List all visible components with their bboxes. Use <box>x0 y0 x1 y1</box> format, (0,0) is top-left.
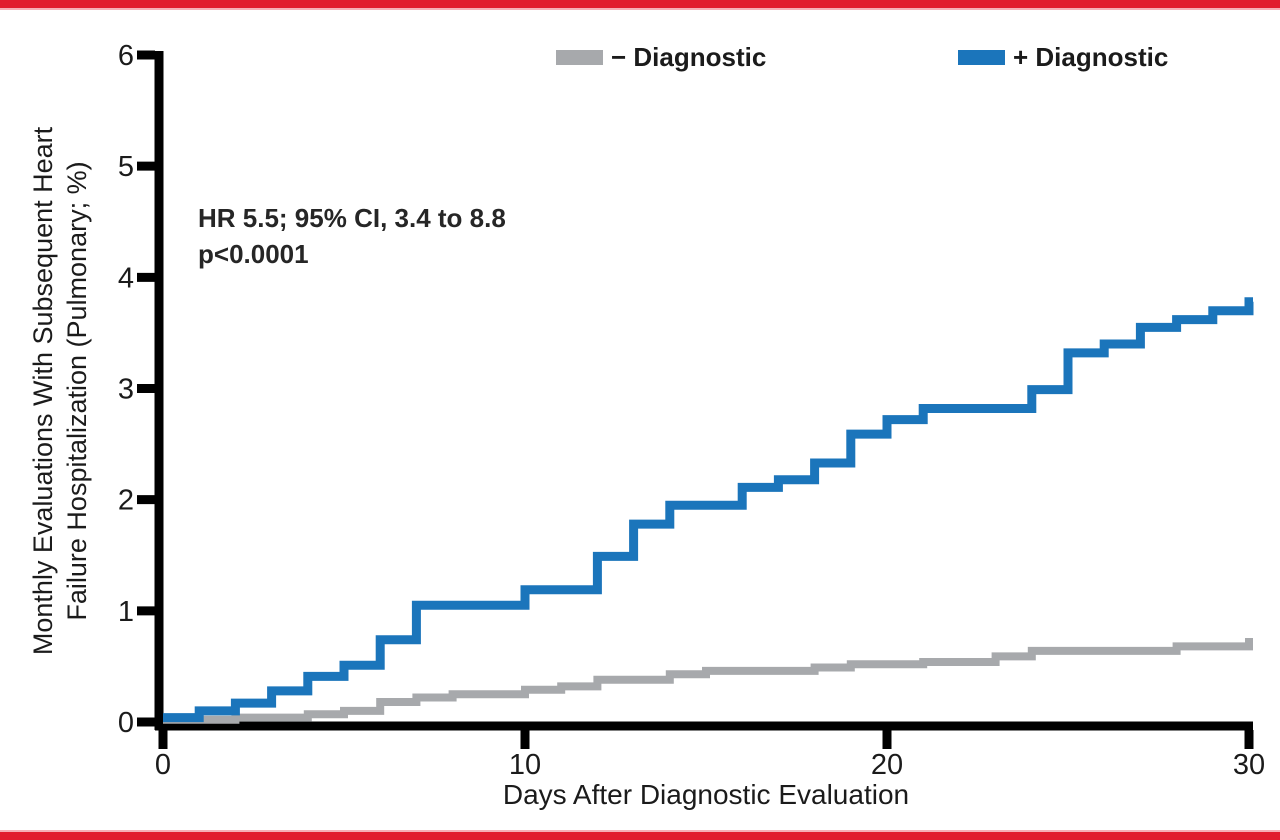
legend-entry-plus-diagnostic: + Diagnostic <box>958 42 1168 73</box>
p-value-text: p<0.0001 <box>198 239 309 269</box>
x-tick-label: 0 <box>155 749 171 781</box>
y-axis-title-line2: Failure Hospitalization (Pulmonary; %) <box>62 161 92 621</box>
y-tick-label: 3 <box>118 374 134 406</box>
y-tick-label: 0 <box>118 707 134 739</box>
top-red-border <box>0 0 1280 8</box>
legend-entry-minus-diagnostic: − Diagnostic <box>556 42 766 73</box>
top-red-border-fade <box>0 8 1280 10</box>
series-line-minus-diagnostic <box>163 638 1253 724</box>
y-tick-label: 2 <box>118 485 134 517</box>
hazard-ratio-text: HR 5.5; 95% CI, 3.4 to 8.8 <box>198 203 506 233</box>
bottom-red-border-fade <box>0 830 1280 832</box>
bottom-red-border <box>0 832 1280 840</box>
y-axis-title-line1: Monthly Evaluations With Subsequent Hear… <box>28 126 58 656</box>
legend-label-minus-diagnostic: − Diagnostic <box>611 42 767 72</box>
series-line-plus-diagnostic <box>163 297 1254 723</box>
x-tick-label: 20 <box>871 749 903 781</box>
legend-swatch-minus-diagnostic <box>556 50 603 65</box>
y-tick-label: 4 <box>118 262 134 294</box>
y-tick-label: 5 <box>118 151 134 183</box>
x-tick-label: 10 <box>509 749 541 781</box>
x-tick-label: 30 <box>1233 749 1265 781</box>
y-tick-label: 6 <box>118 40 134 72</box>
y-tick-label: 1 <box>118 596 134 628</box>
y-axis-title: Monthly Evaluations With Subsequent Hear… <box>26 41 98 741</box>
legend-swatch-plus-diagnostic <box>958 50 1005 65</box>
stats-annotation: HR 5.5; 95% CI, 3.4 to 8.8 p<0.0001 <box>198 200 506 272</box>
x-axis-title: Days After Diagnostic Evaluation <box>502 779 910 810</box>
legend-label-plus-diagnostic: + Diagnostic <box>1013 42 1169 72</box>
